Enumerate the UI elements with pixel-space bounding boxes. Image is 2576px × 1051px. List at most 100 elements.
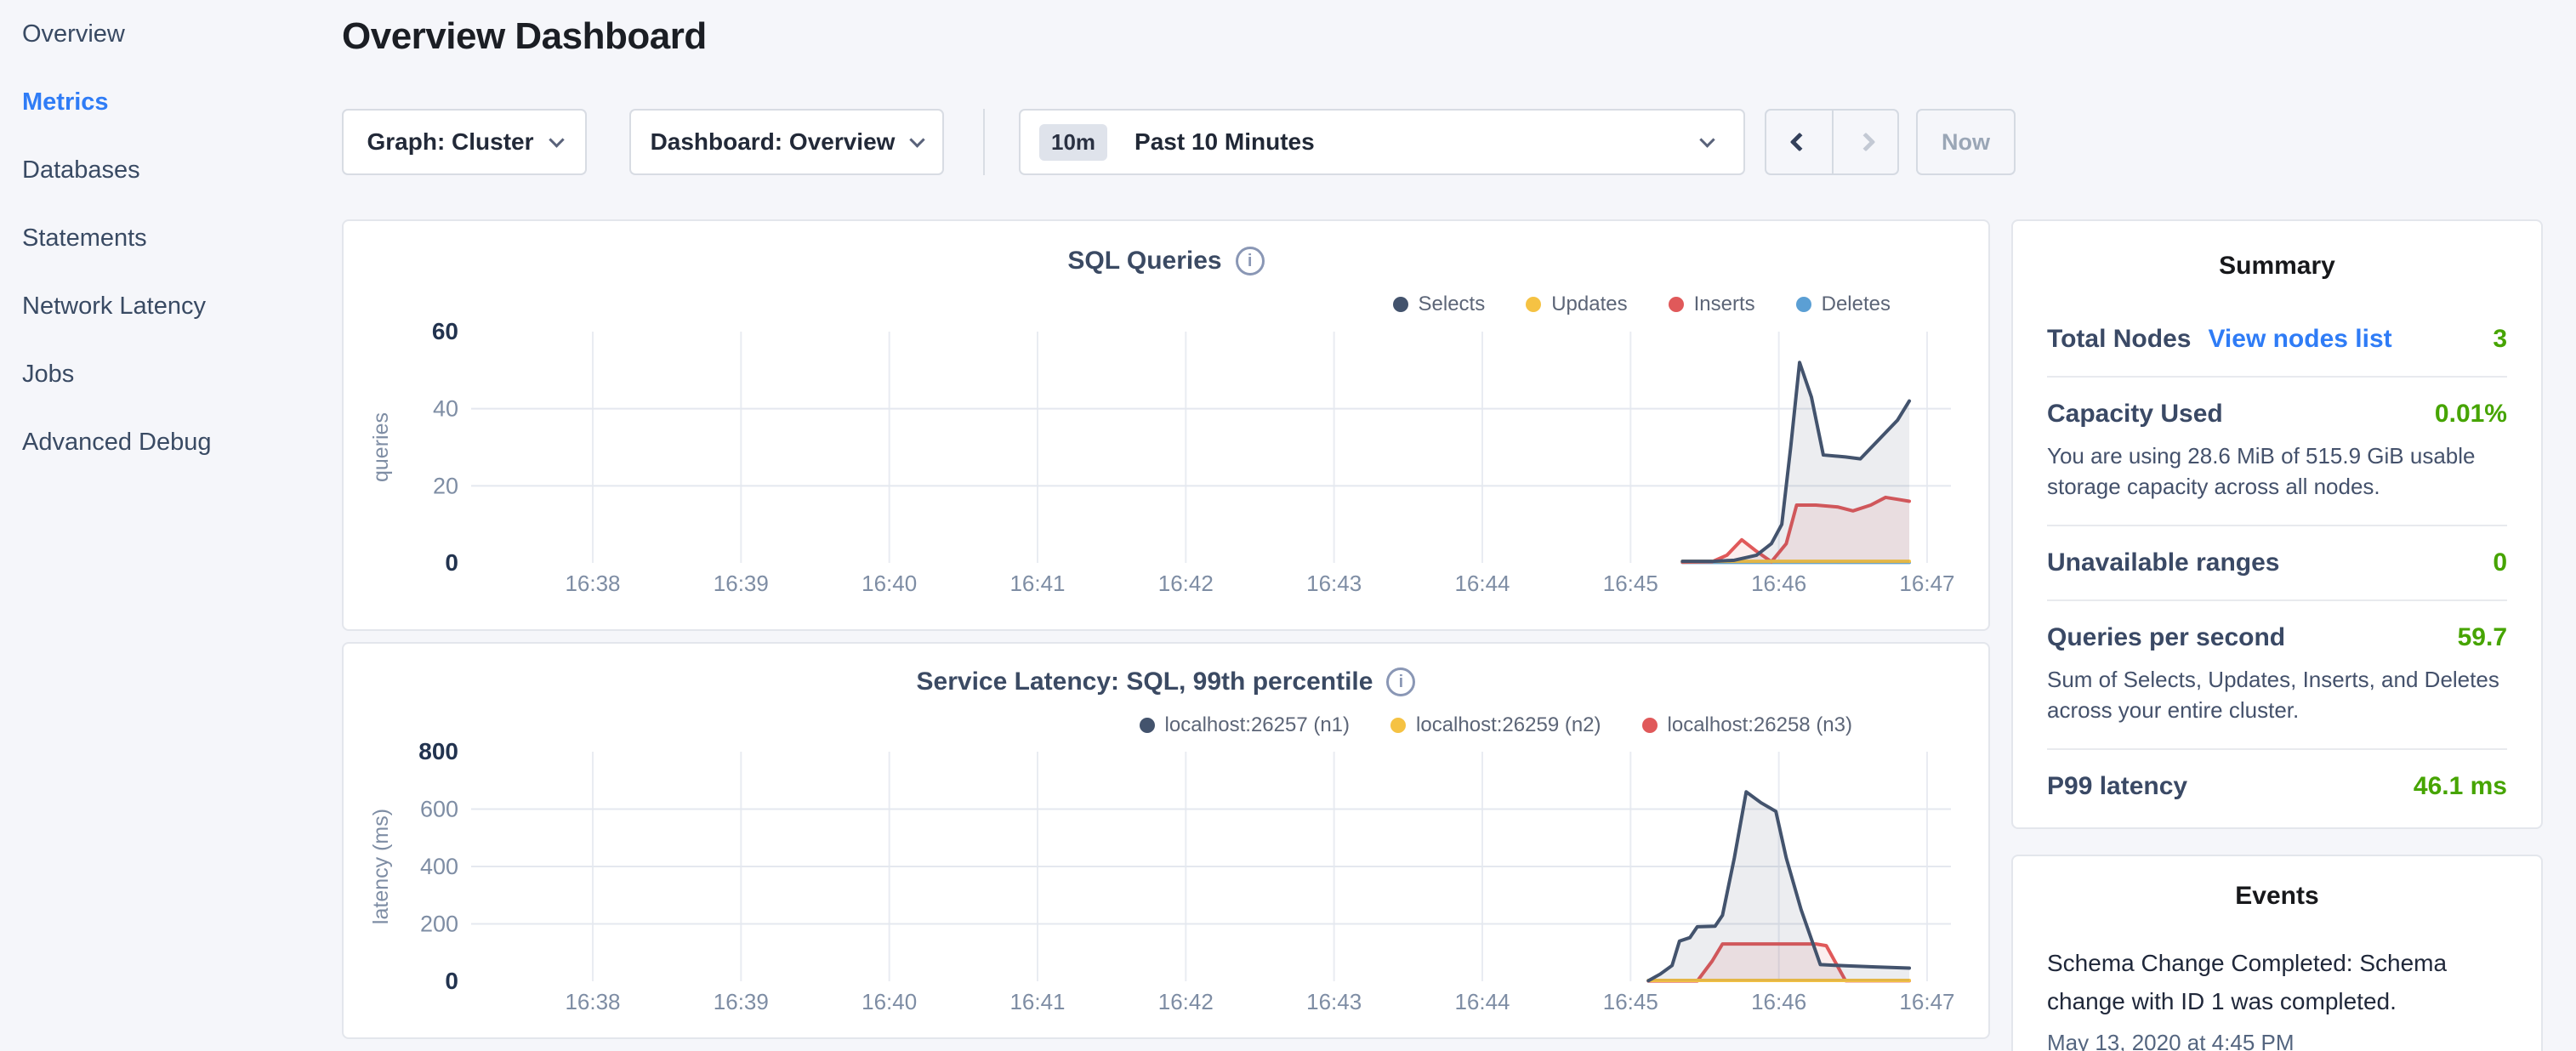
dashboard-dropdown-label: Dashboard: Overview bbox=[650, 128, 896, 155]
summary-row-p99-latency: P99 latency 46.1 ms bbox=[2047, 772, 2507, 801]
legend-item: Inserts bbox=[1668, 293, 1755, 316]
legend-item: localhost:26257 (n1) bbox=[1139, 713, 1351, 737]
graph-dropdown-label: Graph: Cluster bbox=[367, 128, 534, 155]
svg-text:60: 60 bbox=[432, 318, 458, 344]
legend-label: localhost:26257 (n1) bbox=[1164, 713, 1351, 736]
time-range-label: Past 10 Minutes bbox=[1134, 128, 1315, 155]
chart-title: Service Latency: SQL, 99th percentile bbox=[916, 668, 1373, 696]
time-step-buttons bbox=[1765, 109, 1899, 175]
summary-row-total-nodes: Total Nodes View nodes list 3 bbox=[2047, 325, 2507, 354]
sidebar-item-databases[interactable]: Databases bbox=[22, 156, 140, 184]
legend-item: localhost:26258 (n3) bbox=[1641, 713, 1852, 737]
svg-text:latency (ms): latency (ms) bbox=[369, 809, 393, 924]
legend-label: localhost:26259 (n2) bbox=[1416, 713, 1601, 736]
summary-row-unavailable-ranges: Unavailable ranges 0 bbox=[2047, 548, 2507, 577]
svg-text:40: 40 bbox=[433, 396, 458, 422]
legend-dot bbox=[1392, 297, 1408, 312]
svg-text:16:43: 16:43 bbox=[1306, 989, 1362, 1014]
sidebar-item-statements[interactable]: Statements bbox=[22, 224, 147, 252]
service-latency-chart: 16:38 16:39 16:40 16:41 16:42 16:43 16:44 16:45… bbox=[369, 738, 1955, 1014]
events-heading: Events bbox=[2235, 882, 2319, 910]
legend-dot bbox=[1390, 718, 1407, 733]
svg-text:16:41: 16:41 bbox=[1009, 989, 1065, 1014]
summary-label: Unavailable ranges bbox=[2047, 548, 2280, 577]
divider bbox=[2047, 376, 2507, 378]
svg-text:16:46: 16:46 bbox=[1751, 989, 1806, 1014]
svg-text:16:41: 16:41 bbox=[1009, 571, 1065, 596]
svg-text:400: 400 bbox=[420, 854, 458, 879]
svg-text:0: 0 bbox=[445, 549, 458, 576]
dashboard-dropdown[interactable]: Dashboard: Overview bbox=[629, 109, 944, 175]
legend-label: Deletes bbox=[1821, 293, 1891, 315]
info-icon[interactable]: i bbox=[1386, 668, 1416, 696]
sql-queries-card: SQL Queries i Selects Updates Inserts De… bbox=[342, 219, 1990, 631]
legend-item: Deletes bbox=[1795, 293, 1891, 316]
svg-text:20: 20 bbox=[433, 473, 458, 498]
sidebar-item-metrics[interactable]: Metrics bbox=[22, 88, 109, 116]
svg-text:16:45: 16:45 bbox=[1603, 989, 1658, 1014]
svg-text:16:42: 16:42 bbox=[1158, 571, 1214, 596]
chart-title: SQL Queries bbox=[1067, 247, 1222, 275]
legend-dot bbox=[1139, 718, 1155, 733]
chevron-right-icon bbox=[1856, 132, 1875, 152]
svg-text:600: 600 bbox=[420, 797, 458, 822]
legend-label: Inserts bbox=[1693, 293, 1755, 315]
time-range-badge: 10m bbox=[1039, 123, 1108, 161]
page-title: Overview Dashboard bbox=[342, 15, 707, 57]
legend-label: Selects bbox=[1418, 293, 1486, 315]
sidebar-item-advanced-debug[interactable]: Advanced Debug bbox=[22, 428, 212, 456]
divider bbox=[2047, 524, 2507, 526]
svg-text:16:44: 16:44 bbox=[1454, 989, 1510, 1014]
legend-label: localhost:26258 (n3) bbox=[1667, 713, 1852, 736]
svg-text:16:38: 16:38 bbox=[565, 571, 620, 596]
event-timestamp: May 13, 2020 at 4:45 PM bbox=[2047, 1029, 2295, 1051]
legend-item: Updates bbox=[1526, 293, 1628, 316]
summary-value: 0.01% bbox=[2434, 400, 2507, 428]
prev-range-button[interactable] bbox=[1766, 111, 1832, 173]
legend: localhost:26257 (n1) localhost:26259 (n2… bbox=[1139, 713, 1852, 737]
events-card: Events Schema Change Completed: Schema c… bbox=[2011, 855, 2543, 1051]
sidebar: Overview Metrics Databases Statements Ne… bbox=[0, 0, 340, 1051]
view-nodes-link[interactable]: View nodes list bbox=[2208, 325, 2392, 353]
summary-value: 59.7 bbox=[2457, 622, 2507, 651]
svg-text:16:47: 16:47 bbox=[1899, 989, 1954, 1014]
summary-description: You are using 28.6 MiB of 515.9 GiB usab… bbox=[2047, 443, 2476, 500]
service-latency-card: Service Latency: SQL, 99th percentile i … bbox=[342, 642, 1990, 1039]
sidebar-item-network-latency[interactable]: Network Latency bbox=[22, 292, 206, 320]
controls-divider bbox=[983, 109, 985, 175]
svg-text:800: 800 bbox=[418, 738, 458, 764]
svg-text:200: 200 bbox=[420, 912, 458, 937]
summary-row-queries-per-second: Queries per second 59.7 bbox=[2047, 623, 2507, 652]
svg-text:16:44: 16:44 bbox=[1454, 571, 1510, 596]
summary-value: 0 bbox=[2493, 548, 2507, 577]
svg-text:16:39: 16:39 bbox=[714, 989, 769, 1014]
graph-dropdown[interactable]: Graph: Cluster bbox=[342, 109, 587, 175]
svg-text:16:42: 16:42 bbox=[1158, 989, 1214, 1014]
summary-label: Queries per second bbox=[2047, 622, 2286, 651]
chevron-down-icon bbox=[909, 131, 926, 148]
legend-item: Selects bbox=[1392, 293, 1486, 316]
info-icon[interactable]: i bbox=[1235, 247, 1265, 276]
svg-text:16:40: 16:40 bbox=[862, 571, 917, 596]
svg-text:16:39: 16:39 bbox=[714, 571, 769, 596]
now-button[interactable]: Now bbox=[1916, 109, 2016, 175]
summary-value: 46.1 ms bbox=[2413, 771, 2507, 800]
sql-queries-chart: 16:38 16:39 16:40 16:41 16:42 16:43 16:44 16:45… bbox=[369, 318, 1955, 596]
chevron-down-icon bbox=[1699, 131, 1715, 148]
next-range-button[interactable] bbox=[1832, 111, 1897, 173]
sidebar-item-overview[interactable]: Overview bbox=[22, 20, 125, 48]
legend-item: localhost:26259 (n2) bbox=[1390, 713, 1601, 737]
legend: Selects Updates Inserts Deletes bbox=[1392, 293, 1891, 316]
summary-value: 3 bbox=[2493, 325, 2507, 353]
legend-label: Updates bbox=[1551, 293, 1628, 315]
sidebar-item-jobs[interactable]: Jobs bbox=[22, 360, 75, 388]
legend-dot bbox=[1795, 297, 1811, 312]
summary-row-capacity-used: Capacity Used 0.01% bbox=[2047, 400, 2507, 429]
event-item: Schema Change Completed: Schema change w… bbox=[2047, 950, 2448, 1014]
summary-heading: Summary bbox=[2219, 252, 2335, 280]
svg-text:16:40: 16:40 bbox=[862, 989, 917, 1014]
time-window-selector[interactable]: 10m Past 10 Minutes bbox=[1019, 109, 1745, 175]
chevron-down-icon bbox=[548, 131, 565, 148]
svg-text:16:38: 16:38 bbox=[565, 989, 620, 1014]
